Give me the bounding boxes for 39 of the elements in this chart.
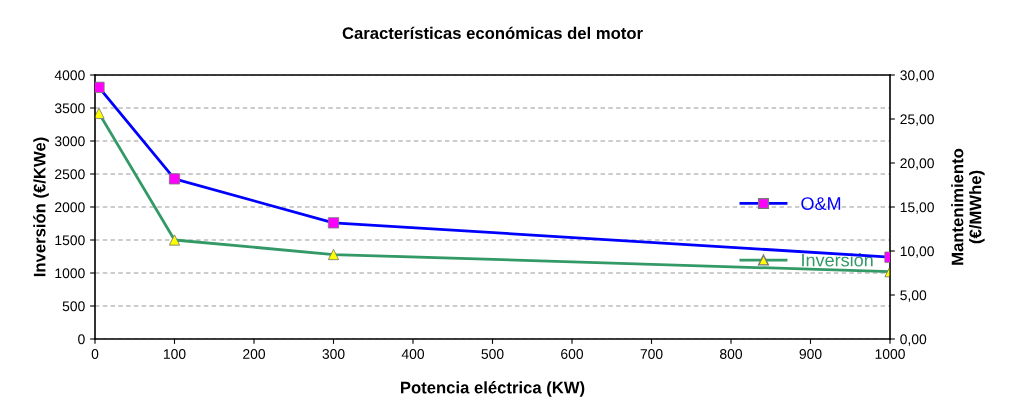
y2-tick-label: 20,00 bbox=[900, 158, 934, 170]
x-tick-label: 400 bbox=[401, 349, 425, 359]
legend-label: O&M bbox=[801, 197, 841, 210]
legend-label: Inversión bbox=[802, 253, 873, 267]
point bbox=[327, 217, 340, 229]
point bbox=[168, 234, 181, 246]
x-tick-label: 600 bbox=[561, 349, 584, 359]
y-tick-label: 500 bbox=[62, 301, 85, 312]
chart-title: Características económicas del motor bbox=[342, 26, 643, 40]
y-tick-label: 1500 bbox=[55, 235, 85, 246]
x-tick-label: 200 bbox=[243, 349, 266, 359]
y-tick-label: 2500 bbox=[55, 169, 85, 180]
point bbox=[168, 173, 181, 185]
x-tick-label: 700 bbox=[640, 349, 663, 359]
x-tick-label: 800 bbox=[720, 349, 743, 359]
y-tick-label: 4000 bbox=[54, 70, 85, 81]
x-tick-label: 1000 bbox=[875, 349, 905, 359]
point bbox=[95, 107, 105, 119]
x-tick-label: 500 bbox=[481, 349, 504, 359]
x-axis-title: Potencia eléctrica (KW) bbox=[401, 381, 585, 397]
y2-tick-label: 10,00 bbox=[900, 246, 934, 258]
y2-tick-label: 30,00 bbox=[900, 70, 934, 82]
y-tick-label: 3500 bbox=[54, 103, 85, 114]
y-tick-label: 1000 bbox=[55, 268, 85, 279]
y-axis-title: Inversión (€/KWe) bbox=[33, 137, 49, 277]
y2-tick-label: 25,00 bbox=[900, 114, 934, 126]
y2-tick-label: 5,00 bbox=[900, 290, 927, 302]
x-tick-label: 100 bbox=[163, 349, 186, 359]
y2-axis-title: Mantenimiento (€/MWhe) bbox=[951, 148, 985, 265]
y-tick-label: 3000 bbox=[54, 136, 85, 147]
point bbox=[327, 248, 340, 261]
x-tick-label: 300 bbox=[322, 349, 345, 359]
y-tick-label: 2000 bbox=[55, 202, 85, 213]
y-tick-label: 0 bbox=[78, 334, 85, 345]
y2-tick-label: 15,00 bbox=[900, 202, 934, 214]
x-tick-label: 900 bbox=[799, 349, 822, 359]
x-tick-label: 0 bbox=[91, 349, 99, 359]
point bbox=[95, 81, 105, 93]
y2-tick-label: 0,00 bbox=[900, 334, 927, 346]
